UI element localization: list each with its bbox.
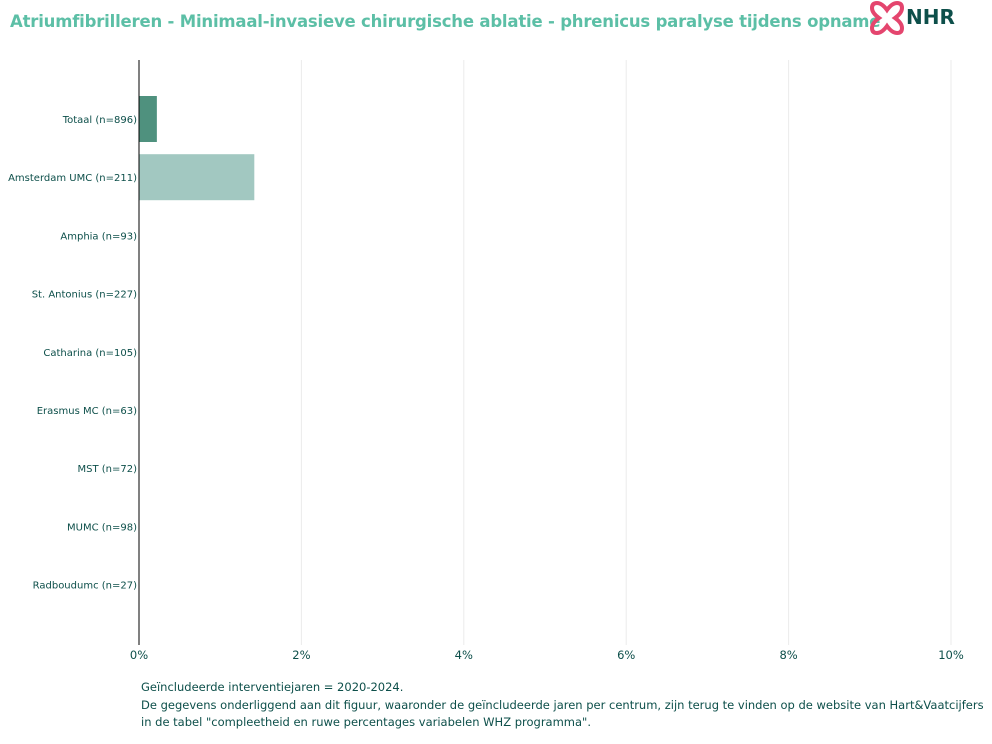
y-tick-label: Amsterdam UMC (n=211) [8,173,137,184]
y-tick-label: St. Antonius (n=227) [32,290,137,301]
footer-line-years: Geïncludeerde interventiejaren = 2020-20… [141,680,404,694]
x-tick-label: 4% [455,648,473,662]
y-tick-label: MUMC (n=98) [67,522,137,533]
footer-line-table: in de tabel "compleetheid en ruwe percen… [141,715,592,729]
x-tick-label: 10% [938,648,964,662]
nhr-logo [869,0,905,36]
heart-cross-icon [869,0,905,36]
logo-text: NHR [906,5,955,29]
y-tick-label: Radboudumc (n=27) [33,581,137,592]
x-tick-label: 2% [292,648,310,662]
y-tick-label: Catharina (n=105) [43,348,137,359]
y-tick-label: Amphia (n=93) [60,231,137,242]
footer-notes: Geïncludeerde interventiejaren = 2020-20… [141,679,984,732]
y-tick-label: MST (n=72) [77,464,137,475]
x-tick-label: 6% [617,648,635,662]
x-tick-label: 8% [779,648,797,662]
chart-title: Atriumfibrilleren - Minimaal-invasieve c… [10,12,881,31]
bar [139,154,255,201]
bar-chart: 0% 2% 4% 6% 8% 10% Totaal (n=896) Amsterdam UMC… [8,60,964,662]
x-tick-label: 0% [130,648,148,662]
y-tick-label: Totaal (n=896) [62,115,137,126]
y-tick-label: Erasmus MC (n=63) [37,406,137,417]
bar [139,96,157,142]
footer-line-source: De gegevens onderliggend aan dit figuur,… [141,697,984,712]
